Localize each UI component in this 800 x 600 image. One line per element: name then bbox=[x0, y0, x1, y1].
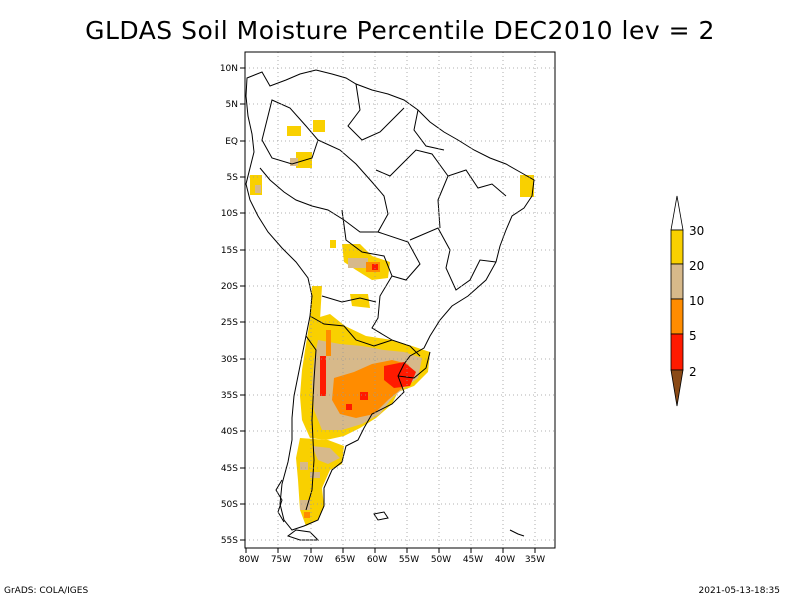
map-frame bbox=[244, 51, 556, 549]
legend-swatch-above-30 bbox=[670, 195, 684, 231]
lat-label: 45S bbox=[221, 464, 238, 474]
lon-label: 55W bbox=[399, 555, 419, 565]
legend-label: 10 bbox=[689, 294, 704, 308]
legend-labels: 30 20 10 5 2 bbox=[689, 224, 704, 379]
lat-label: 35S bbox=[221, 391, 238, 401]
footer-credit: GrADS: COLA/IGES bbox=[4, 586, 89, 596]
lat-label: 5N bbox=[226, 100, 238, 110]
legend-label: 30 bbox=[689, 224, 704, 238]
legend-swatch-10-20 bbox=[670, 263, 684, 300]
lat-label: 55S bbox=[221, 536, 238, 546]
lat-label: 20S bbox=[221, 282, 238, 292]
legend-label: 2 bbox=[689, 365, 697, 379]
lon-label: 80W bbox=[239, 555, 259, 565]
color-legend bbox=[670, 195, 684, 407]
legend-swatch-5-10 bbox=[670, 298, 684, 335]
lon-label: 40W bbox=[495, 555, 515, 565]
lon-label: 50W bbox=[431, 555, 451, 565]
lat-label: 15S bbox=[221, 246, 238, 256]
lon-label: 65W bbox=[335, 555, 355, 565]
lat-label: 10S bbox=[221, 209, 238, 219]
lon-label: 75W bbox=[271, 555, 291, 565]
lon-labels: 80W 75W 70W 65W 60W 55W 50W 45W 40W 35W bbox=[239, 555, 545, 565]
footer-timestamp: 2021-05-13-18:35 bbox=[698, 586, 781, 596]
coastline bbox=[245, 69, 535, 541]
lat-label: 40S bbox=[221, 427, 238, 437]
map-title: GLDAS Soil Moisture Percentile DEC2010 l… bbox=[85, 16, 715, 45]
lon-label: 60W bbox=[367, 555, 387, 565]
lat-label: EQ bbox=[225, 137, 238, 147]
legend-swatch-2-5 bbox=[670, 333, 684, 371]
legend-swatch-below-2 bbox=[670, 369, 684, 407]
grid bbox=[245, 52, 555, 548]
legend-label: 20 bbox=[689, 259, 704, 273]
lat-label: 30S bbox=[221, 355, 238, 365]
lat-label: 50S bbox=[221, 500, 238, 510]
legend-swatch-20-30 bbox=[670, 229, 684, 265]
moisture-shading bbox=[250, 120, 534, 526]
lon-label: 45W bbox=[463, 555, 483, 565]
lon-label: 35W bbox=[525, 555, 545, 565]
lat-label: 5S bbox=[227, 173, 239, 183]
lat-labels: 10N 5N EQ 5S 10S 15S 20S 25S 30S 35S 40S… bbox=[220, 64, 238, 546]
legend-label: 5 bbox=[689, 329, 697, 343]
axis-ticks bbox=[240, 67, 536, 553]
lat-label: 10N bbox=[220, 64, 238, 74]
lat-label: 25S bbox=[221, 318, 238, 328]
lon-label: 70W bbox=[303, 555, 323, 565]
